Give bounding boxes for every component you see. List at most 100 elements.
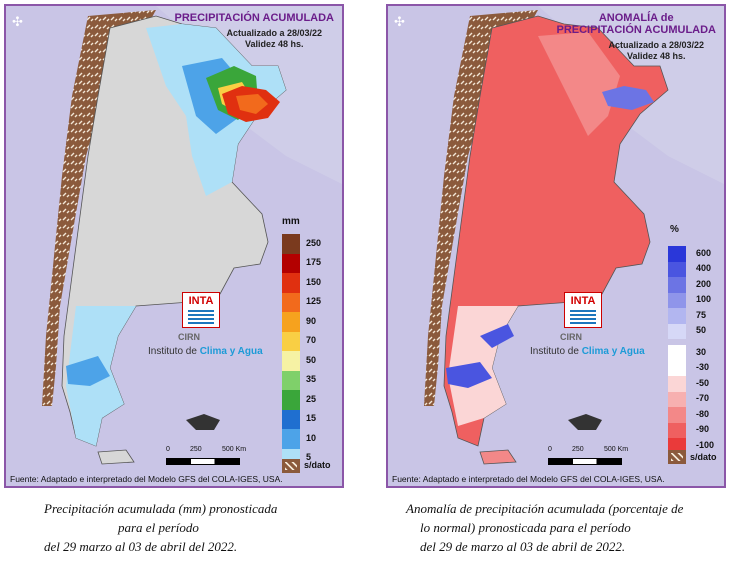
anomaly-positive-south (446, 362, 492, 388)
legend-swatch (668, 277, 686, 293)
legend-swatch (282, 390, 300, 410)
legend-label: 25 (306, 393, 317, 404)
legend-swatch (668, 376, 686, 392)
legend-label: 125 (306, 296, 322, 307)
source-note: Fuente: Adaptado e interpretado del Mode… (392, 474, 665, 484)
legend-swatch (282, 370, 300, 390)
no-data-label: s/dato (690, 452, 717, 462)
inta-logo-text: INTA (188, 295, 214, 307)
validity: Validez 48 hs. (244, 39, 304, 49)
legend-label: 250 (306, 237, 322, 248)
legend-label: 15 (306, 413, 317, 424)
legend-swatch (668, 438, 686, 454)
anomaly-map-panel: ✣ ANOMALÍA de PRECIPITACIÓN ACUMULADA Ac… (386, 4, 726, 488)
legend-swatch (282, 331, 300, 351)
tierra-del-fuego (479, 449, 517, 465)
legend-swatch (668, 308, 686, 324)
precipitation-map (42, 6, 342, 465)
precip-orange-ne (236, 94, 268, 114)
title-line1: ANOMALÍA de (598, 12, 674, 24)
no-data-swatch (282, 459, 300, 473)
legend-label: 150 (306, 276, 322, 287)
legend-swatch (668, 422, 686, 438)
validity: Validez 48 hs. (626, 51, 686, 61)
legend-label: -100 (696, 439, 715, 450)
scale-bar (166, 458, 240, 465)
legend-swatch (282, 234, 300, 254)
institute-prefix: Instituto de (148, 346, 200, 357)
scale-label-500: 500 Km (604, 446, 629, 453)
legend-swatch (282, 292, 300, 312)
precipitation-legend: mm 250 175 150 125 90 70 50 35 25 15 10 5 s/dato (280, 216, 340, 480)
legend-label: 50 (306, 354, 317, 365)
legend-swatch (668, 261, 686, 277)
institute-name: Instituto de Clima y Agua (530, 346, 645, 357)
inta-logo-text: INTA (570, 295, 596, 307)
scale-label-250: 250 (572, 446, 584, 453)
compass-icon: ✣ (394, 14, 405, 29)
legend-label: 90 (306, 315, 317, 326)
anomaly-legend: % 600 400 200 100 75 50 30 -30 -50 -70 -80 -90 -100 … (668, 224, 724, 480)
legend-unit: mm (282, 216, 300, 227)
legend-swatch (668, 292, 686, 308)
legend-swatch (668, 323, 686, 339)
cirn-label: CIRN (178, 332, 200, 342)
legend-swatch (668, 246, 686, 262)
anomaly-positive-ne (602, 86, 654, 110)
scale-label-250: 250 (190, 446, 202, 453)
legend-unit: % (670, 224, 679, 235)
legend-label: 75 (696, 309, 707, 320)
legend-label: -50 (696, 377, 710, 388)
left-caption-line2: para el período (118, 520, 199, 535)
update-date: Actualizado a 28/03/22 (608, 40, 704, 50)
institute-highlight: Clima y Agua (581, 346, 645, 357)
left-caption-line3: del 29 marzo al 03 de abril del 2022. (44, 539, 238, 554)
legend-swatch (282, 429, 300, 449)
left-caption: Precipitación acumulada (mm) pronosticad… (44, 499, 277, 556)
legend-label: -80 (696, 408, 710, 419)
legend-label: 600 (696, 247, 712, 258)
institute-prefix: Instituto de (530, 346, 582, 357)
falkland-islands (186, 414, 220, 430)
legend-label: 50 (696, 325, 707, 336)
precip-moderate-south (66, 356, 110, 386)
legend-label: 400 (696, 263, 712, 274)
anomaly-positive-mid (480, 324, 514, 348)
legend-swatch (282, 253, 300, 273)
map-title: PRECIPITACIÓN ACUMULADA (174, 12, 335, 24)
falkland-islands (568, 414, 602, 430)
precipitation-map-panel: ✣ PRECIPITACIÓN ACUMULADA Actualizado a … (4, 4, 344, 488)
inta-logo: INTA (564, 292, 602, 328)
legend-label: 100 (696, 294, 712, 305)
andes-no-data (424, 10, 538, 406)
legend-swatch (668, 360, 686, 376)
tierra-del-fuego (97, 449, 135, 465)
right-caption-line2: lo normal) pronosticada para el período (420, 520, 631, 535)
title-line2: PRECIPITACIÓN ACUMULADA (556, 24, 717, 36)
legend-label: 70 (306, 335, 317, 346)
inta-logo-stripes (188, 310, 214, 324)
right-caption-line3: del 29 de marzo al 03 de abril de 2022. (420, 539, 626, 554)
institute-highlight: Clima y Agua (199, 346, 263, 357)
legend-swatch (668, 391, 686, 407)
legend-swatch (282, 351, 300, 371)
legend-swatch (282, 273, 300, 293)
inta-logo: INTA (182, 292, 220, 328)
legend-label: 5 (306, 452, 312, 463)
no-data-swatch (668, 450, 686, 464)
map-subtitle: Actualizado a 28/03/22 Validez 48 hs. (226, 28, 322, 50)
legend-label: 175 (306, 257, 322, 268)
right-caption: Anomalía de precipitación acumulada (por… (406, 499, 683, 556)
compass-icon: ✣ (12, 14, 23, 29)
legend-label: -70 (696, 393, 710, 404)
legend-swatch (668, 345, 686, 361)
anomaly-mid-north (538, 32, 620, 136)
source-note: Fuente: Adaptado e interpretado del Mode… (10, 474, 283, 484)
scale-label-500: 500 Km (222, 446, 247, 453)
update-date: Actualizado a 28/03/22 (226, 28, 322, 38)
inta-logo-stripes (570, 310, 596, 324)
legend-label: 10 (306, 432, 317, 443)
institute-name: Instituto de Clima y Agua (148, 346, 263, 357)
scale-label-0: 0 (548, 446, 552, 453)
legend-label: -30 (696, 362, 710, 373)
